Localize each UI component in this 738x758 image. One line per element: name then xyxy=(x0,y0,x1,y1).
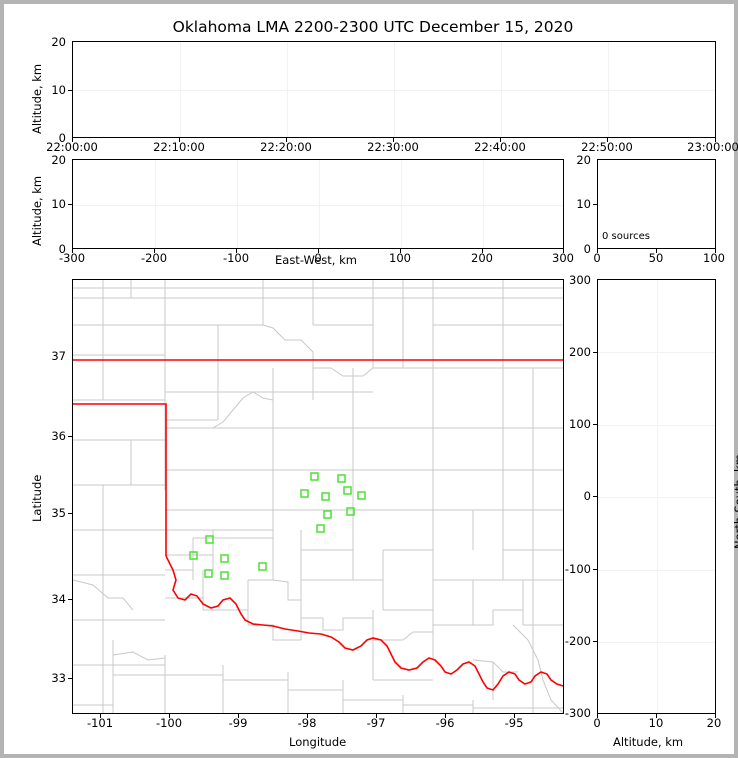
map-ytick-35: 35 xyxy=(51,506,66,520)
map-xtick-m95: -95 xyxy=(504,716,524,730)
time-height-ylabel: Altitude, km xyxy=(30,63,44,134)
time-height-xtick-1: 22:10:00 xyxy=(153,140,205,154)
time-height-xtick-3: 22:30:00 xyxy=(367,140,419,154)
ns-xtick-20: 20 xyxy=(706,716,722,730)
map-xtick-m98: -98 xyxy=(297,716,317,730)
ns-ytick-200: 200 xyxy=(569,345,591,359)
east-west-ytick-0: 0 xyxy=(58,242,66,256)
histogram-ytick-0: 0 xyxy=(583,242,591,256)
oklahoma-state-border xyxy=(73,359,563,691)
time-height-xtick-0: 22:00:00 xyxy=(46,140,98,154)
plan-view-map-panel[interactable] xyxy=(72,279,564,714)
histogram-ytick-20: 20 xyxy=(576,153,591,167)
map-svg xyxy=(73,280,563,713)
map-xtick-m99: -99 xyxy=(228,716,248,730)
lma-source-markers xyxy=(189,472,366,580)
map-ytick-37: 37 xyxy=(51,349,66,363)
time-height-xtick-2: 22:20:00 xyxy=(260,140,312,154)
histogram-xtick-50: 50 xyxy=(648,251,664,265)
east-west-xtick-1: -200 xyxy=(140,251,168,265)
east-west-ytick-20: 20 xyxy=(51,153,66,167)
source-histogram-panel[interactable] xyxy=(597,159,716,249)
map-xlabel: Longitude xyxy=(289,735,347,749)
histogram-xtick-100: 100 xyxy=(703,251,725,265)
east-west-xtick-5: 200 xyxy=(471,251,493,265)
time-height-panel[interactable] xyxy=(72,41,716,138)
ns-ytick-m300: -300 xyxy=(564,706,591,720)
map-ytick-36: 36 xyxy=(51,429,66,443)
east-west-xtick-6: 300 xyxy=(552,251,574,265)
north-south-xlabel: Altitude, km xyxy=(613,735,684,749)
time-height-xtick-5: 22:50:00 xyxy=(581,140,633,154)
time-height-xtick-6: 23:00:00 xyxy=(687,140,738,154)
north-south-ylabel: North-South, km xyxy=(732,454,738,549)
east-west-xlabel: East-West, km xyxy=(275,253,357,267)
ns-xtick-0: 0 xyxy=(593,716,601,730)
source-count-annotation: 0 sources xyxy=(602,231,650,242)
east-west-ytick-10: 10 xyxy=(51,197,66,211)
east-west-xtick-3: 0 xyxy=(314,251,322,265)
ns-ytick-m200: -200 xyxy=(564,634,591,648)
north-south-height-panel[interactable] xyxy=(597,279,716,714)
histogram-xtick-0: 0 xyxy=(593,251,601,265)
ns-ytick-m100: -100 xyxy=(564,562,591,576)
county-boundaries xyxy=(73,280,563,713)
time-height-ytick-10: 10 xyxy=(51,83,66,97)
figure-title: Oklahoma LMA 2200-2300 UTC December 15, … xyxy=(172,18,574,36)
ns-ytick-100: 100 xyxy=(569,417,591,431)
time-height-ytick-0: 0 xyxy=(58,131,66,145)
east-west-xtick-4: 100 xyxy=(389,251,411,265)
ns-ytick-0: 0 xyxy=(583,489,591,503)
map-xtick-m97: -97 xyxy=(366,716,386,730)
ns-ytick-300: 300 xyxy=(569,273,591,287)
map-xtick-m101: -101 xyxy=(86,716,114,730)
map-xtick-m100: -100 xyxy=(155,716,183,730)
histogram-ytick-10: 10 xyxy=(576,197,591,211)
time-height-ytick-20: 20 xyxy=(51,35,66,49)
east-west-xtick-0: -300 xyxy=(58,251,86,265)
map-ytick-34: 34 xyxy=(51,592,66,606)
east-west-height-panel[interactable] xyxy=(72,159,564,249)
time-height-xtick-4: 22:40:00 xyxy=(474,140,526,154)
map-ytick-33: 33 xyxy=(51,671,66,685)
map-xtick-m96: -96 xyxy=(435,716,455,730)
ns-xtick-10: 10 xyxy=(648,716,664,730)
east-west-xtick-2: -100 xyxy=(222,251,250,265)
